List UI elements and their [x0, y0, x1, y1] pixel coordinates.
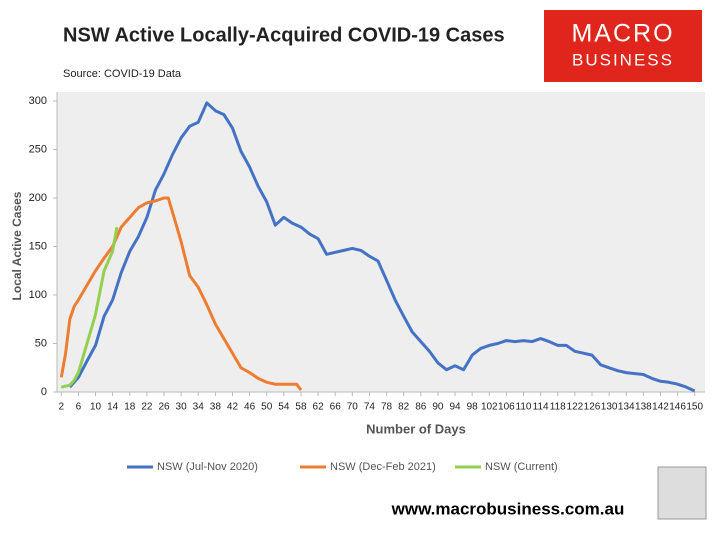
x-tick-label: 118 [550, 402, 566, 413]
y-tick-label: 300 [29, 95, 47, 107]
y-tick-label: 200 [29, 192, 47, 204]
subtitle: Source: COVID-19 Data [63, 68, 182, 80]
x-tick-label: 142 [652, 402, 669, 413]
legend-label: NSW (Jul-Nov 2020) [157, 461, 258, 473]
x-tick-label: 114 [533, 402, 549, 413]
x-tick-label: 66 [330, 402, 342, 413]
x-axis-label: Number of Days [366, 421, 466, 436]
x-tick-label: 134 [618, 402, 635, 413]
x-tick-label: 86 [415, 402, 427, 413]
x-tick-label: 138 [635, 402, 652, 413]
y-axis-label: Local Active Cases [10, 191, 24, 300]
x-tick-label: 150 [686, 402, 703, 413]
x-tick-label: 78 [381, 402, 393, 413]
x-tick-label: 94 [449, 402, 461, 413]
x-tick-label: 50 [261, 402, 273, 413]
x-tick-label: 14 [107, 402, 119, 413]
website: www.macrobusiness.com.au [391, 499, 625, 518]
x-tick-label: 146 [669, 402, 686, 413]
legend-label: NSW (Dec-Feb 2021) [330, 461, 436, 473]
x-tick-label: 22 [141, 402, 153, 413]
x-tick-label: 90 [432, 402, 444, 413]
x-tick-label: 18 [124, 402, 136, 413]
x-tick-label: 130 [601, 402, 618, 413]
plot-area [57, 92, 705, 392]
y-tick-label: 150 [29, 240, 47, 252]
x-tick-label: 70 [347, 402, 359, 413]
chart-title: NSW Active Locally-Acquired COVID-19 Cas… [63, 24, 505, 46]
data-line [60, 226, 119, 389]
x-tick-label: 30 [176, 402, 188, 413]
x-tick-label: 10 [90, 402, 102, 413]
x-tick-label: 74 [364, 402, 376, 413]
logo-box [544, 10, 702, 82]
data-line [59, 196, 303, 391]
x-tick-label: 98 [467, 402, 479, 413]
x-tick-label: 62 [313, 402, 325, 413]
x-tick-label: 54 [278, 402, 290, 413]
y-tick-label: 100 [29, 289, 47, 301]
logo-text: MACRO [571, 20, 674, 48]
y-tick-label: 0 [41, 386, 47, 398]
x-tick-label: 58 [295, 402, 307, 413]
x-tick-label: 42 [227, 402, 239, 413]
y-tick-label: 250 [29, 143, 47, 155]
legend-label: NSW (Current) [485, 461, 558, 473]
x-tick-label: 82 [398, 402, 410, 413]
x-tick-label: 6 [76, 402, 82, 413]
x-tick-label: 110 [516, 402, 532, 413]
y-tick-label: 50 [35, 337, 47, 349]
x-tick-label: 102 [481, 402, 498, 413]
x-tick-label: 38 [210, 402, 222, 413]
x-tick-label: 126 [584, 402, 601, 413]
x-tick-label: 106 [498, 402, 515, 413]
data-line [68, 101, 696, 393]
logo-text: BUSINESS [572, 50, 674, 69]
x-tick-label: 122 [567, 402, 584, 413]
x-tick-label: 34 [193, 402, 205, 413]
x-tick-label: 2 [58, 402, 64, 413]
logo-image [657, 466, 707, 520]
x-tick-label: 26 [158, 402, 170, 413]
x-tick-label: 46 [244, 402, 256, 413]
